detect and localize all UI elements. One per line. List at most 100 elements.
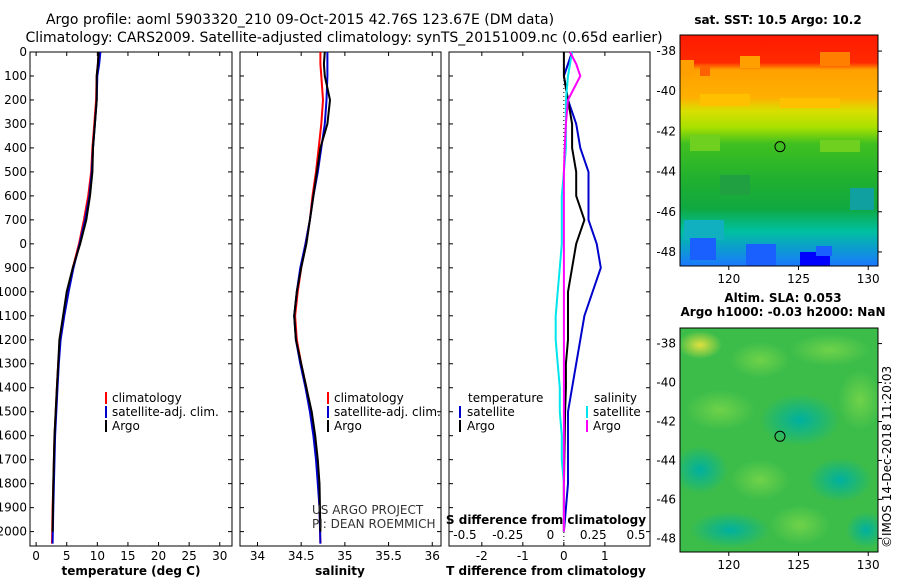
difference-profile-plot: -2 -1 0 1 -0.5 -0.25 0 0.25 0.5 <box>449 51 650 563</box>
lat-tick-label: -44 <box>656 165 676 179</box>
series-line-argo <box>562 52 586 532</box>
depth-tick-label: 2000 <box>0 525 27 539</box>
depth-tick-label: 1400 <box>0 381 27 395</box>
s-diff-tick-label: -0.5 <box>453 528 476 542</box>
depth-tick-label: 0 <box>19 45 27 59</box>
x-tick-label: 35 <box>337 549 352 563</box>
series-line-satellite <box>293 52 329 544</box>
sla-map-frame <box>679 327 879 553</box>
temperature-xlabel: temperature (deg C) <box>62 564 201 578</box>
sst-map-axes: -38 -40 -42 -44 -46 -48 120 125 130 <box>656 44 882 286</box>
salinity-xlabel: salinity <box>315 564 365 578</box>
temperature-panel-frame <box>29 51 233 547</box>
legend-label-satellite: satellite-adj. clim. <box>112 405 219 419</box>
lat-tick-label: -42 <box>656 414 676 428</box>
x-tick-label: 1 <box>601 549 609 563</box>
s-diff-tick-label: 0 <box>547 528 555 542</box>
x-tick-label: -1 <box>517 549 529 563</box>
lat-tick-label: -40 <box>656 376 676 390</box>
depth-tick-label: 1000 <box>0 285 27 299</box>
series-line-argo <box>51 51 100 532</box>
legend-label-climatology: climatology <box>112 391 182 405</box>
series-line-argo <box>293 51 331 532</box>
sla-map-axes: -38 -40 -42 -44 -46 -48 120 125 130 <box>656 337 882 572</box>
legend-label-sal-argo: Argo <box>593 419 621 433</box>
depth-tick-label: 900 <box>4 261 27 275</box>
depth-tick-label: 700 <box>4 213 27 227</box>
s-difference-label: S difference from climatology <box>446 513 646 527</box>
lat-tick-label: -40 <box>656 84 676 98</box>
x-tick-label: 10 <box>90 549 105 563</box>
lon-tick-label: 120 <box>717 272 740 286</box>
depth-tick-label: 1300 <box>0 357 27 371</box>
depth-tick-label: 100 <box>4 69 27 83</box>
lat-tick-label: -46 <box>656 492 676 506</box>
x-tick-label: 36 <box>425 549 440 563</box>
salinity-legend: climatology satellite-adj. clim. Argo <box>327 391 441 433</box>
series-line-sal_satellite <box>554 51 574 532</box>
x-tick-label: 30 <box>212 549 227 563</box>
sst-map-image <box>680 35 878 266</box>
legend-title-salinity: salinity <box>594 391 637 405</box>
depth-tick-label: 1900 <box>0 501 27 515</box>
figure-title-line1: Argo profile: aoml 5903320_210 09-Oct-20… <box>46 12 554 28</box>
depth-tick-label: 300 <box>4 117 27 131</box>
lon-tick-label: 125 <box>787 272 810 286</box>
depth-tick-label: 1500 <box>0 405 27 419</box>
lat-tick-label: -38 <box>656 337 676 351</box>
legend-label-argo: Argo <box>112 419 140 433</box>
lon-tick-label: 130 <box>857 558 880 572</box>
depth-tick-label: 500 <box>4 165 27 179</box>
sla-map-title-line2: Argo h1000: -0.03 h2000: NaN <box>680 305 885 319</box>
series-line-satellite <box>562 51 602 532</box>
temperature-profile-plot: 0 5 10 15 20 25 30 <box>30 51 232 563</box>
sst-map-title: sat. SST: 10.5 Argo: 10.2 <box>694 13 861 27</box>
series-line-climatology <box>51 51 100 544</box>
sla-map-title-line1: Altim. SLA: 0.053 <box>724 291 841 305</box>
legend-label-argo: Argo <box>334 419 362 433</box>
depth-tick-label: 200 <box>4 93 27 107</box>
x-tick-label: 20 <box>151 549 166 563</box>
pi-credit: PI: DEAN ROEMMICH <box>312 517 435 531</box>
difference-legend: temperature satellite Argo salinity sate… <box>459 391 641 433</box>
series-line-sal_argo <box>562 51 582 532</box>
depth-tick-label: 0 <box>19 237 27 251</box>
s-diff-tick-label: 0.5 <box>626 528 645 542</box>
x-tick-label: 34.5 <box>288 549 315 563</box>
timestamp-stamp: ©IMOS 14-Dec-2018 11:20:03 <box>880 366 894 548</box>
legend-label-satellite: satellite-adj. clim. <box>334 405 441 419</box>
x-tick-label: 0 <box>560 549 568 563</box>
float-position-marker <box>774 430 786 442</box>
depth-tick-label: 1700 <box>0 453 27 467</box>
x-tick-label: 34 <box>250 549 265 563</box>
sla-map-image <box>680 328 878 552</box>
legend-label-sal-satellite: satellite <box>593 405 641 419</box>
lat-tick-label: -44 <box>656 453 676 467</box>
depth-tick-label: 1100 <box>0 309 27 323</box>
lat-tick-label: -46 <box>656 205 676 219</box>
project-credit: US ARGO PROJECT <box>312 503 424 517</box>
salinity-panel-frame <box>239 51 442 547</box>
salinity-profile-plot: 34 34.5 35 35.5 36 <box>240 51 441 563</box>
x-tick-label: -2 <box>476 549 488 563</box>
difference-panel-frame <box>448 51 651 547</box>
lon-tick-label: 130 <box>857 272 880 286</box>
depth-tick-label: 1200 <box>0 333 27 347</box>
lon-tick-label: 120 <box>717 558 740 572</box>
lon-tick-label: 125 <box>787 558 810 572</box>
depth-tick-label: 1600 <box>0 429 27 443</box>
lat-tick-label: -48 <box>656 531 676 545</box>
figure-title-line2: Climatology: CARS2009. Satellite-adjuste… <box>25 30 662 46</box>
x-tick-label: 0 <box>32 549 40 563</box>
sst-map-frame <box>679 34 879 267</box>
s-diff-tick-label: 0.25 <box>580 528 607 542</box>
x-tick-label: 25 <box>182 549 197 563</box>
x-tick-label: 5 <box>63 549 71 563</box>
x-tick-label: 35.5 <box>375 549 402 563</box>
depth-tick-label: 1800 <box>0 477 27 491</box>
legend-label-climatology: climatology <box>334 391 404 405</box>
float-position-marker <box>774 141 786 153</box>
lat-tick-label: -38 <box>656 44 676 58</box>
x-tick-label: 15 <box>120 549 135 563</box>
